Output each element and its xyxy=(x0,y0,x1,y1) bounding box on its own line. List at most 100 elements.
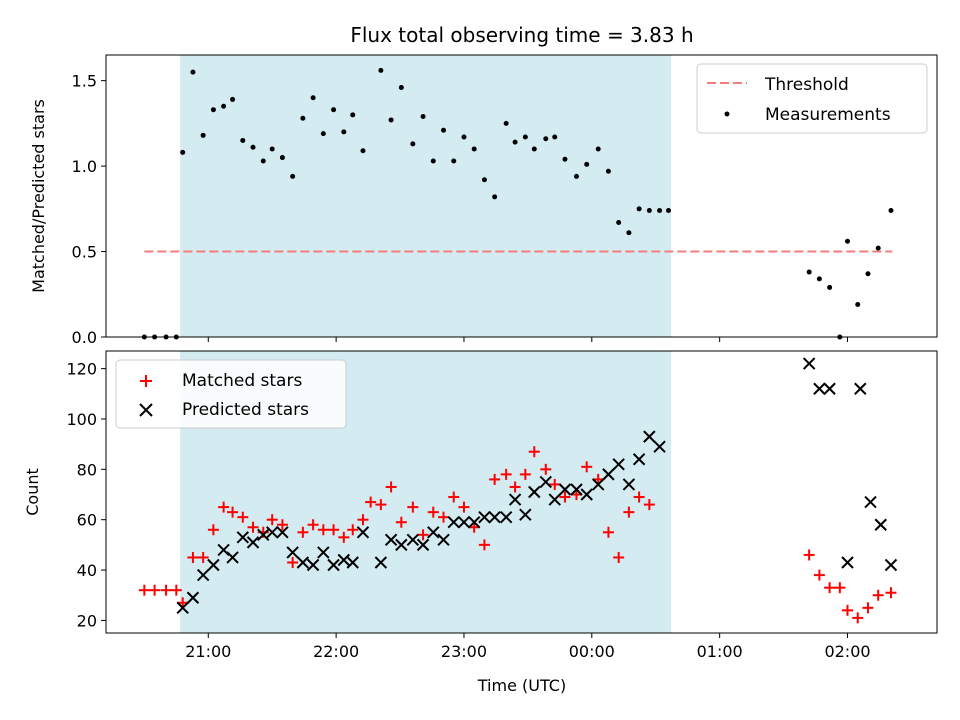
predicted-stars-point xyxy=(286,546,299,559)
matched-stars-point xyxy=(218,501,230,513)
x-tick-label: 01:00 xyxy=(697,642,743,661)
matched-stars-point xyxy=(813,569,825,581)
measurement-point xyxy=(269,146,275,152)
y-tick-label: 80 xyxy=(77,460,97,479)
observing-window-shade xyxy=(180,55,672,337)
matched-stars-point xyxy=(357,514,369,526)
predicted-stars-point xyxy=(384,533,398,547)
matched-stars-point xyxy=(834,582,846,594)
y-tick-label: 0.5 xyxy=(72,243,97,262)
predicted-stars-point xyxy=(570,483,583,496)
matched-stars-point xyxy=(138,584,150,596)
ratio-legend-box xyxy=(696,63,928,134)
matched-stars-point xyxy=(307,519,319,531)
predicted-stars-point xyxy=(457,516,471,529)
count-y-axis-label: Count xyxy=(23,468,42,516)
measurement-point xyxy=(562,156,568,162)
measurement-point xyxy=(441,127,447,133)
measurement-point xyxy=(180,149,186,155)
predicted-stars-point xyxy=(653,440,666,453)
measurements-legend-label: Measurements xyxy=(765,105,891,125)
matched-stars-point xyxy=(227,506,239,518)
matched-stars-point xyxy=(328,524,340,536)
matched-stars-point xyxy=(500,468,512,480)
predicted-stars-point xyxy=(488,510,501,524)
x-tick-label: 23:00 xyxy=(441,642,487,661)
measurement-point xyxy=(210,107,216,113)
predicted-legend-label: Predicted stars xyxy=(182,400,309,420)
predicted-stars-point xyxy=(196,568,210,582)
measurement-point xyxy=(350,112,356,118)
measurement-point xyxy=(240,137,246,143)
predicted-stars-point xyxy=(592,478,605,491)
predicted-stars-point xyxy=(374,556,388,569)
measurement-point xyxy=(200,132,206,138)
measurement-point xyxy=(552,134,558,140)
matched-stars-point xyxy=(458,501,470,513)
y-tick-label: 120 xyxy=(66,360,97,379)
count-panel: 20 40 60 80 100 120 21:00 22:00 23:00 00:00 01:00 0… xyxy=(23,350,938,695)
y-tick-label: 100 xyxy=(66,410,97,429)
measurement-point xyxy=(531,146,537,152)
measurement-point xyxy=(492,194,498,200)
matched-stars-point xyxy=(338,531,350,543)
predicted-stars-point xyxy=(548,493,561,506)
matched-stars-point xyxy=(509,481,521,493)
x-tick-label: 02:00 xyxy=(824,642,870,661)
measurement-point xyxy=(543,136,549,142)
predicted-stars-point xyxy=(612,458,625,471)
measurement-point xyxy=(300,115,306,121)
predicted-stars-point xyxy=(478,510,491,524)
measurement-point xyxy=(221,103,227,109)
predicted-stars-point xyxy=(508,493,522,506)
matched-stars-point xyxy=(347,524,359,536)
y-tick-label: 1.5 xyxy=(72,72,97,91)
measurement-point xyxy=(310,95,316,101)
matched-stars-point xyxy=(633,491,645,503)
matched-stars-point xyxy=(549,478,561,490)
predicted-stars-point xyxy=(802,357,816,370)
measurement-point xyxy=(816,276,822,282)
measurement-point xyxy=(420,114,426,120)
matched-stars-point xyxy=(478,539,490,551)
predicted-stars-point xyxy=(236,531,250,544)
matched-stars-point xyxy=(407,501,419,513)
matched-stars-point xyxy=(417,529,429,541)
measurement-point xyxy=(573,173,579,179)
predicted-stars-point xyxy=(317,546,330,559)
measurement-point xyxy=(260,158,266,164)
ratio-legend: Threshold Measurements xyxy=(696,63,928,134)
measurement-point xyxy=(646,208,652,214)
time-x-axis-label: Time (UTC) xyxy=(477,676,566,695)
matched-stars-point xyxy=(276,519,288,531)
predicted-stars-point xyxy=(327,558,340,572)
predicted-stars-point xyxy=(226,551,239,564)
predicted-stars-point xyxy=(447,516,460,529)
predicted-stars-point xyxy=(854,382,867,395)
matched-stars-point xyxy=(160,584,172,596)
predicted-stars-point xyxy=(841,556,854,569)
predicted-stars-point xyxy=(558,483,572,496)
matched-stars-point xyxy=(852,612,864,624)
matched-stars-point xyxy=(448,491,460,503)
matched-stars-point xyxy=(862,602,874,614)
measurement-point xyxy=(190,69,196,75)
measurement-point xyxy=(378,67,384,73)
measurement-point xyxy=(855,302,861,308)
ratio-y-axis-label: Matched/Predicted stars xyxy=(29,99,48,293)
matched-stars-point xyxy=(885,587,897,599)
measurement-point xyxy=(636,206,642,212)
ratio-panel: 0.0 0.5 1.0 1.5 Matched/Predicted stars Thr… xyxy=(29,54,938,347)
predicted-stars-point xyxy=(406,533,420,547)
matched-stars-point xyxy=(581,461,593,473)
measurement-point xyxy=(360,148,366,154)
matched-stars-point xyxy=(297,526,309,538)
predicted-stars-point xyxy=(864,495,877,509)
measurement-point xyxy=(451,158,457,164)
chart-title: Flux total observing time = 3.83 h xyxy=(350,23,693,47)
count-axes-frame xyxy=(105,350,938,634)
count-legend: Matched stars Predicted stars xyxy=(115,359,347,429)
measurement-point xyxy=(471,146,477,152)
matched-stars-point xyxy=(187,551,199,563)
